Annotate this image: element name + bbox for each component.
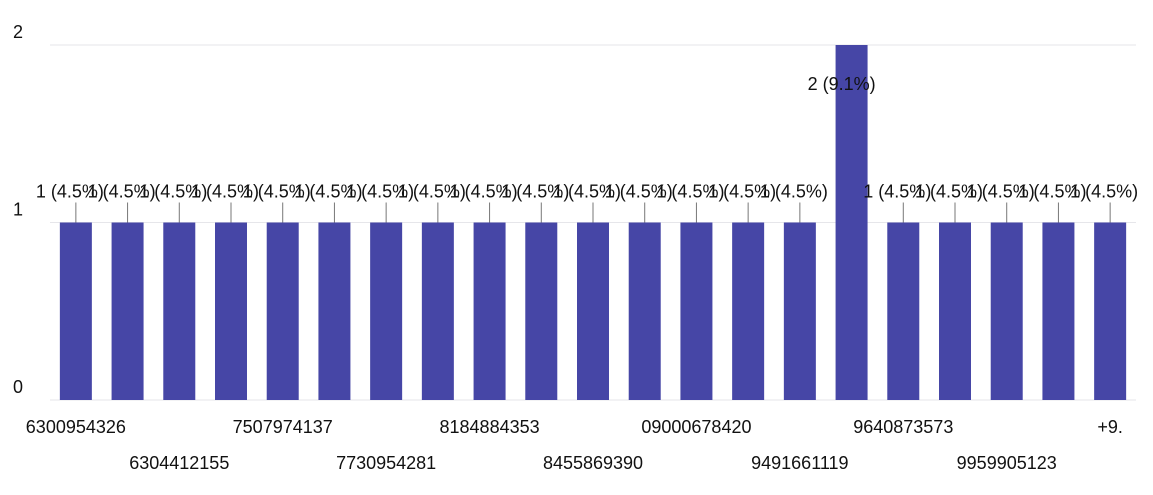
data-label: 1 (4.5%) — [88, 181, 156, 201]
data-label: 1 (4.5%) — [139, 181, 207, 201]
bar — [939, 222, 971, 400]
bar — [783, 222, 816, 400]
bar — [732, 222, 765, 400]
data-label: 1 (4.5%) — [967, 181, 1035, 201]
x-tick-label: 9959905123 — [957, 453, 1057, 473]
bar — [887, 222, 920, 400]
data-label: 1 (4.5%) — [656, 181, 724, 201]
bar — [163, 222, 196, 400]
data-label: 1 (4.5%) — [605, 181, 673, 201]
bar — [59, 222, 92, 400]
x-tick-label: 6300954326 — [26, 417, 126, 437]
data-label: 1 (4.5%) — [1070, 181, 1138, 201]
data-label: 1 (4.5%) — [1018, 181, 1086, 201]
bar — [990, 222, 1023, 400]
data-label: 1 (4.5%) — [708, 181, 776, 201]
x-tick-label: 8455869390 — [543, 453, 643, 473]
data-label: 1 (4.5%) — [243, 181, 311, 201]
data-label: 1 (4.5%) — [191, 181, 259, 201]
data-label: 1 (4.5%) — [863, 181, 931, 201]
bar — [473, 222, 506, 400]
x-tick-label: 7507974137 — [233, 417, 333, 437]
data-label: 1 (4.5%) — [398, 181, 466, 201]
x-tick-label: 8184884353 — [440, 417, 540, 437]
bar — [525, 222, 558, 400]
y-tick-label: 0 — [13, 377, 23, 397]
x-tick-label: 7730954281 — [336, 453, 436, 473]
x-tick-label: 09000678420 — [641, 417, 751, 437]
bar — [680, 222, 713, 400]
bar — [266, 222, 299, 400]
data-label: 2 (9.1%) — [808, 74, 876, 94]
bar — [628, 222, 661, 400]
data-label: 1 (4.5%) — [501, 181, 569, 201]
y-tick-label: 2 — [13, 22, 23, 42]
bar — [370, 222, 403, 400]
data-label: 1 (4.5%) — [553, 181, 621, 201]
x-tick-label: 9491661119 — [751, 453, 848, 473]
data-label: 1 (4.5%) — [346, 181, 414, 201]
data-label: 1 (4.5%) — [760, 181, 828, 201]
bar — [835, 45, 868, 400]
bar — [318, 222, 351, 400]
x-tick-label: 9640873573 — [853, 417, 953, 437]
x-tick-label: +9. — [1097, 417, 1123, 437]
bar — [111, 222, 144, 400]
data-label: 1 (4.5%) — [450, 181, 518, 201]
bar — [577, 222, 609, 400]
data-label: 1 (4.5%) — [915, 181, 983, 201]
x-tick-label: 6304412155 — [129, 453, 229, 473]
data-label: 1 (4.5%) — [36, 181, 104, 201]
bar — [421, 222, 454, 400]
data-label: 1 (4.5%) — [294, 181, 362, 201]
bar — [215, 222, 247, 400]
bar — [1094, 222, 1127, 400]
y-tick-label: 1 — [13, 199, 23, 219]
bar — [1042, 222, 1075, 400]
